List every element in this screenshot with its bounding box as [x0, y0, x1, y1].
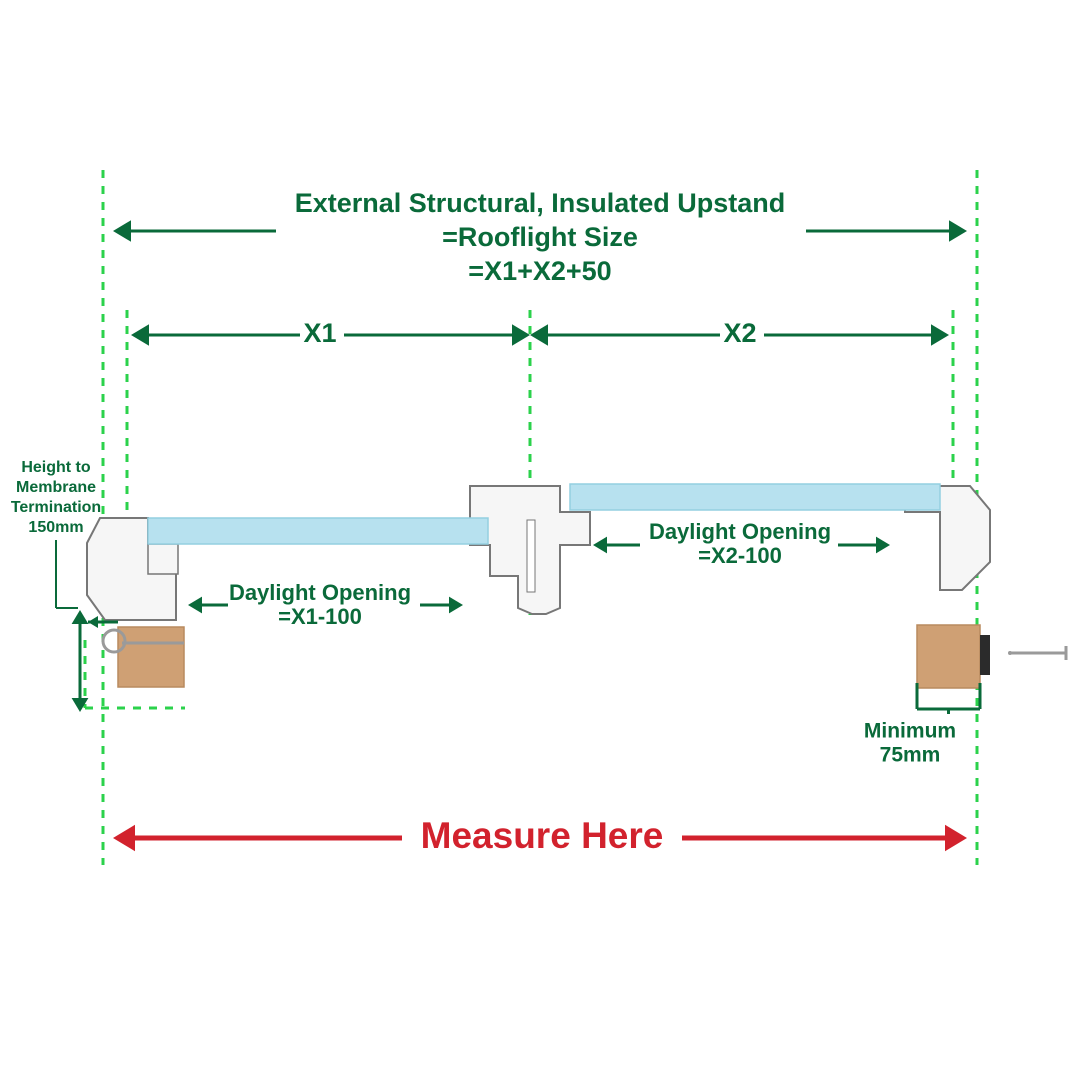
bracket-minimum-75: Minimum75mm	[864, 683, 980, 767]
arrow-x1-x2: X1 X2	[131, 318, 949, 348]
label-x1: X1	[303, 318, 336, 348]
kerb-left	[118, 627, 184, 687]
arrow-daylight-x1: Daylight Opening=X1-100	[188, 580, 463, 629]
label-measure-here: Measure Here	[421, 815, 664, 856]
svg-text:Daylight Opening: Daylight Opening	[649, 519, 831, 544]
arrow-daylight-x2: Daylight Opening=X2-100	[593, 519, 890, 568]
svg-text:=X1-100: =X1-100	[278, 604, 362, 629]
label-x2: X2	[723, 318, 756, 348]
svg-text:Minimum: Minimum	[864, 720, 956, 743]
kerb-right	[917, 625, 980, 688]
rooflight-diagram: External Structural, Insulated Upstand =R…	[0, 0, 1080, 1080]
arrow-measure-here: Measure Here	[113, 815, 967, 856]
svg-text:150mm: 150mm	[28, 519, 83, 536]
svg-text:75mm: 75mm	[880, 744, 941, 767]
title-block: External Structural, Insulated Upstand =R…	[295, 188, 786, 286]
svg-text:Daylight Opening: Daylight Opening	[229, 580, 411, 605]
svg-text:Membrane: Membrane	[16, 479, 96, 496]
svg-text:Height to: Height to	[21, 459, 91, 476]
glass-right	[570, 484, 940, 510]
gasket-right	[980, 635, 990, 675]
svg-text:Termination: Termination	[11, 499, 101, 516]
glass-left	[148, 518, 488, 544]
title-line-1: External Structural, Insulated Upstand	[295, 188, 786, 218]
title-line-2: =Rooflight Size	[442, 222, 638, 252]
svg-text:=X2-100: =X2-100	[698, 543, 782, 568]
title-line-3: =X1+X2+50	[468, 256, 611, 286]
